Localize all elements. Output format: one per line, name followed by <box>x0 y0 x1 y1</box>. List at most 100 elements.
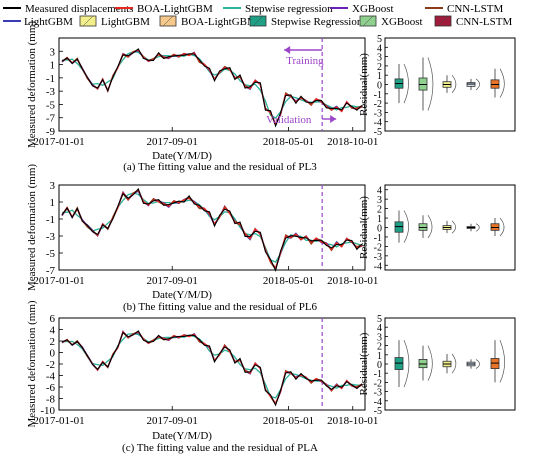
y-tick-label: 4 <box>50 325 56 337</box>
violin-outline <box>403 210 409 243</box>
y-tick-label: -5 <box>46 248 56 260</box>
legend: Measured displacements BOA-LightGBM Stepwi… <box>3 3 512 28</box>
residual-y-tick-label: -1 <box>374 369 382 380</box>
residual-y-tick-label: -5 <box>374 406 382 417</box>
violin-outline <box>499 339 505 383</box>
residual-y-tick-label: 0 <box>377 360 382 371</box>
y-tick-label: -1 <box>46 73 55 85</box>
violin-outline <box>427 57 434 111</box>
residual-y-tick-label: 0 <box>377 81 382 92</box>
residual-y-tick-label: -2 <box>374 99 382 110</box>
residual-y-tick-label: -3 <box>374 388 382 399</box>
y-tick-label: -9 <box>46 126 56 138</box>
model-series-line <box>61 330 363 405</box>
residual-y-tick-label: -1 <box>374 90 382 101</box>
legend-hatch <box>82 15 94 27</box>
x-tick-label: 2018-05-01 <box>263 275 314 287</box>
x-tick-label: 2018-10-01 <box>327 136 378 148</box>
legend-label: CNN-LSTM <box>456 16 512 28</box>
residual-y-tick-label: -3 <box>374 252 382 263</box>
residual-y-tick-label: 4 <box>377 186 382 197</box>
legend-label: LightGBM <box>24 16 73 28</box>
model-series-line <box>61 330 363 406</box>
y-tick-label: -2 <box>46 359 55 371</box>
y-tick-label: 6 <box>50 313 56 325</box>
y-tick-label: -5 <box>46 99 56 111</box>
violin-outline <box>427 215 433 239</box>
residual-y-tick-label: 5 <box>377 314 382 325</box>
violin-outline <box>475 359 480 369</box>
violin-outline <box>403 63 409 104</box>
x-tick-label: 2017-09-01 <box>147 275 198 287</box>
residual-y-tick-label: 3 <box>377 53 382 64</box>
x-tick-label: 2017-01-01 <box>33 415 84 427</box>
panel-caption: (a) The fitting value and the residual o… <box>123 161 317 173</box>
legend-hatch <box>162 15 174 27</box>
residual-y-tick-label: -2 <box>374 242 382 253</box>
y-tick-label: -3 <box>46 231 56 243</box>
residual-y-tick-label: 1 <box>377 214 382 225</box>
y-tick-label: 3 <box>50 46 56 58</box>
residual-y-axis-label: Residual(mm) <box>358 53 370 116</box>
x-tick-label: 2018-05-01 <box>263 415 314 427</box>
residual-y-tick-label: 5 <box>377 34 382 45</box>
legend-hatch <box>362 15 374 27</box>
legend-hatch <box>252 15 264 27</box>
y-tick-label: 2 <box>50 336 56 348</box>
violin-outline <box>451 220 456 234</box>
y-tick-label: 0 <box>50 348 56 360</box>
y-tick-label: -6 <box>46 382 56 394</box>
training-label: Training <box>286 55 324 67</box>
residual-y-tick-label: 3 <box>377 332 382 343</box>
violin-outline <box>451 353 457 374</box>
y-tick-label: -7 <box>46 265 56 277</box>
legend-label: BOA-LightGBM <box>137 3 213 15</box>
y-tick-label: -4 <box>46 371 56 383</box>
y-tick-label: -7 <box>46 113 56 125</box>
model-series-line <box>61 331 363 406</box>
legend-label: CNN-LSTM <box>447 3 503 15</box>
x-tick-label: 2017-09-01 <box>147 136 198 148</box>
model-series-line <box>61 190 363 270</box>
violin-outline <box>475 78 480 91</box>
legend-label: Stepwise Regression <box>271 16 363 28</box>
y-axis-label: Measured deformation (mm) <box>26 21 38 148</box>
legend-label: LightGBM <box>101 16 150 28</box>
training-arrowhead <box>284 46 291 54</box>
residual-y-tick-label: 2 <box>377 62 382 73</box>
panel-caption: (b) The fitting value and the residual o… <box>123 301 318 313</box>
x-axis-label: Date(Y/M/D) <box>152 289 212 301</box>
residual-y-tick-label: -5 <box>374 127 382 138</box>
residual-y-tick-label: -4 <box>374 397 382 408</box>
x-axis-label: Date(Y/M/D) <box>152 150 212 162</box>
residual-y-tick-label: 0 <box>377 224 382 235</box>
residual-y-tick-label: 3 <box>377 195 382 206</box>
panel-caption: (c) The fitting value and the residual o… <box>122 442 318 454</box>
residual-y-axis-label: Residual(mm) <box>358 332 370 395</box>
violin-outline <box>427 345 433 381</box>
violin-outline <box>475 223 480 232</box>
x-tick-label: 2017-09-01 <box>147 415 198 427</box>
y-tick-label: -10 <box>40 405 55 417</box>
legend-label: XGBoost <box>352 3 394 15</box>
validation-label: Validation <box>266 114 312 126</box>
y-tick-label: 1 <box>50 60 56 72</box>
residual-y-tick-label: 1 <box>377 71 382 82</box>
y-tick-label: -1 <box>46 214 55 226</box>
residual-y-tick-label: -2 <box>374 378 382 389</box>
residual-y-tick-label: 1 <box>377 351 382 362</box>
model-series-line <box>61 330 363 405</box>
y-axis-label: Measured deformation (mm) <box>26 164 38 291</box>
x-tick-label: 2017-01-01 <box>33 275 84 287</box>
legend-hatch <box>437 15 449 27</box>
x-tick-label: 2018-10-01 <box>327 415 378 427</box>
x-axis-label: Date(Y/M/D) <box>152 430 212 442</box>
residual-y-tick-label: 4 <box>377 43 382 54</box>
x-tick-label: 2017-01-01 <box>33 136 84 148</box>
legend-label: Measured displacements <box>25 3 133 15</box>
